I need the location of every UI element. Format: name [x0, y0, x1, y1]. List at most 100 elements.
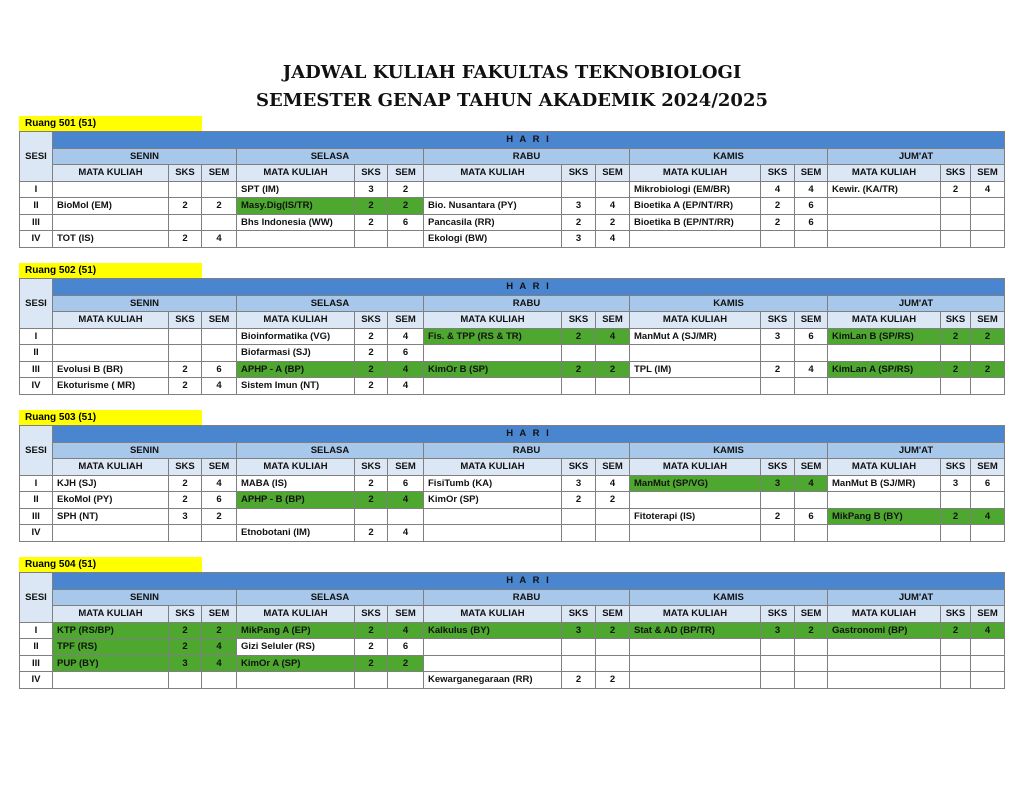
sks-cell: 2: [561, 327, 596, 345]
sem-cell: 2: [387, 654, 424, 672]
mk-header: MATA KULIAH: [423, 605, 562, 623]
day-row: SENIN SELASA RABU KAMIS JUM'AT: [20, 147, 1005, 165]
day-header: JUM'AT: [827, 294, 1005, 312]
sks-cell: 3: [561, 230, 596, 248]
sks-cell: [940, 197, 971, 215]
course-cell: [52, 213, 169, 231]
sem-cell: [970, 197, 1005, 215]
mk-header: MATA KULIAH: [827, 311, 941, 329]
sem-cell: 4: [201, 377, 237, 395]
sks-cell: [940, 377, 971, 395]
sem-cell: [794, 671, 828, 689]
course-cell: Fitoterapi (IS): [629, 507, 761, 525]
course-cell: [827, 638, 941, 656]
mk-header: MATA KULIAH: [423, 458, 562, 476]
sem-cell: [201, 180, 237, 198]
course-cell: TPL (IM): [629, 360, 761, 378]
sem-cell: 4: [970, 621, 1005, 639]
mk-header: MATA KULIAH: [629, 458, 761, 476]
course-cell: KimLan A (SP/RS): [827, 360, 941, 378]
sks-cell: 2: [940, 621, 971, 639]
sks-cell: [168, 671, 202, 689]
sem-cell: 4: [970, 180, 1005, 198]
sesi-cell: IV: [19, 377, 53, 395]
day-row: SENIN SELASA RABU KAMIS JUM'AT: [20, 588, 1005, 606]
course-cell: [52, 524, 169, 542]
sks-cell: [940, 491, 971, 509]
day-header: SENIN: [52, 588, 237, 606]
mk-header: MATA KULIAH: [423, 164, 562, 182]
day-header: SENIN: [52, 294, 237, 312]
mk-header: MATA KULIAH: [629, 605, 761, 623]
sem-cell: [201, 344, 237, 362]
room-label: Ruang 502 (51): [19, 263, 202, 278]
sem-cell: 4: [970, 507, 1005, 525]
sks-cell: 2: [168, 491, 202, 509]
course-cell: [52, 344, 169, 362]
sks-cell: 2: [940, 327, 971, 345]
sks-cell: [760, 638, 795, 656]
sks-cell: 2: [561, 491, 596, 509]
sem-cell: [387, 671, 424, 689]
course-cell: [423, 377, 562, 395]
sem-cell: 4: [387, 524, 424, 542]
day-row: SENIN SELASA RABU KAMIS JUM'AT: [20, 294, 1005, 312]
sks-header: SKS: [760, 458, 795, 476]
sem-header: SEM: [970, 458, 1005, 476]
subheader-row: MATA KULIAH SKS SEM MATA KULIAH SKS SEM MATA K…: [20, 605, 1005, 623]
course-cell: Evolusi B (BR): [52, 360, 169, 378]
mk-header: MATA KULIAH: [52, 311, 169, 329]
sks-cell: [561, 377, 596, 395]
day-header: RABU: [423, 441, 630, 459]
sem-cell: 4: [794, 360, 828, 378]
hari-header: H A R I: [52, 278, 1005, 296]
course-cell: Ekoturisme ( MR): [52, 377, 169, 395]
sks-cell: 2: [168, 638, 202, 656]
sks-cell: [940, 213, 971, 231]
sesi-cell: II: [19, 197, 53, 215]
schedule-table: SESI H A R I SENIN SELASA RABU KAMIS JUM'AT MAT…: [19, 278, 1005, 395]
sks-header: SKS: [168, 458, 202, 476]
sks-cell: 2: [168, 360, 202, 378]
sks-cell: 3: [561, 621, 596, 639]
sesi-cell: I: [19, 474, 53, 492]
table-row: III Evolusi B (BR) 2 6 APHP - A (BP) 2 4 KimOr …: [19, 360, 1005, 378]
course-cell: [827, 213, 941, 231]
mk-header: MATA KULIAH: [423, 311, 562, 329]
sem-cell: 6: [794, 507, 828, 525]
sks-cell: [168, 524, 202, 542]
sks-cell: [940, 344, 971, 362]
course-cell: [629, 377, 761, 395]
table-row: I SPT (IM) 3 2 Mikrobiologi (EM/BR) 4 4 Kewir. …: [19, 180, 1005, 198]
sks-header: SKS: [561, 164, 596, 182]
room-label: Ruang 504 (51): [19, 557, 202, 572]
sem-cell: 4: [387, 621, 424, 639]
sks-header: SKS: [940, 458, 971, 476]
sesi-cell: III: [19, 654, 53, 672]
sem-cell: 2: [595, 213, 630, 231]
table-row: II EkoMol (PY) 2 6 APHP - B (BP) 2 4 KimOr (SP)…: [19, 491, 1005, 509]
course-cell: [827, 524, 941, 542]
sem-cell: 6: [794, 213, 828, 231]
mk-header: MATA KULIAH: [52, 458, 169, 476]
mk-header: MATA KULIAH: [52, 164, 169, 182]
course-cell: SPH (NT): [52, 507, 169, 525]
sem-cell: [595, 524, 630, 542]
subheader-row: MATA KULIAH SKS SEM MATA KULIAH SKS SEM MATA K…: [20, 164, 1005, 182]
sks-cell: 2: [168, 197, 202, 215]
sks-cell: 2: [760, 507, 795, 525]
sks-cell: [760, 491, 795, 509]
sem-cell: 4: [794, 180, 828, 198]
room-label: Ruang 501 (51): [19, 116, 202, 131]
sem-cell: [595, 654, 630, 672]
sks-cell: 3: [168, 654, 202, 672]
course-cell: Stat & AD (BP/TR): [629, 621, 761, 639]
day-header: RABU: [423, 147, 630, 165]
sem-cell: 2: [595, 491, 630, 509]
sks-cell: [561, 654, 596, 672]
mk-header: MATA KULIAH: [827, 605, 941, 623]
sem-cell: 6: [794, 197, 828, 215]
sem-cell: 2: [387, 197, 424, 215]
course-cell: [236, 230, 355, 248]
course-cell: [827, 230, 941, 248]
